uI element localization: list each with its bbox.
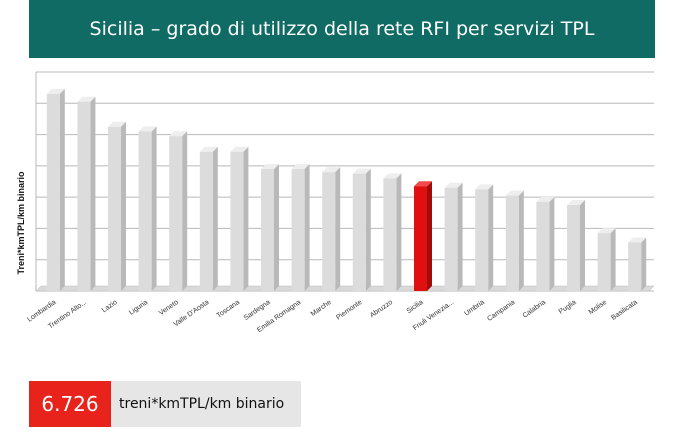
bar-sicilia: [414, 181, 432, 291]
kpi-box: 6.726 treni*kmTPL/km binario: [29, 381, 301, 427]
category-label: Piemonte: [335, 299, 363, 322]
bar-abruzzo: [383, 173, 402, 291]
chart-title: Sicilia – grado di utilizzo della rete R…: [89, 18, 595, 40]
category-label: Marche: [310, 299, 333, 318]
bar-emilia-romagna: [291, 163, 310, 291]
bar-marche: [322, 167, 341, 291]
bar-veneto: [169, 131, 188, 291]
bar-sardegna: [261, 163, 279, 291]
kpi-value: 6.726: [29, 381, 111, 427]
chart-floor: [35, 285, 655, 292]
category-label: Basilicata: [610, 299, 639, 322]
bar-calabria: [536, 196, 555, 291]
gridlines: [35, 71, 655, 292]
bar-lazio: [108, 121, 126, 291]
bar-piemonte: [352, 168, 371, 291]
bar-umbria: [475, 184, 494, 291]
category-label: Campania: [486, 299, 516, 323]
category-label: Molise: [588, 299, 609, 316]
category-label: Umbria: [463, 299, 486, 318]
category-label: Calabria: [522, 299, 547, 320]
category-label: Abruzzo: [369, 299, 394, 320]
bars: [46, 88, 647, 292]
bar-puglia: [567, 199, 585, 291]
bar-chart: Lombardia Trentino Alto... Lazio Liguria Ven…: [0, 58, 674, 378]
category-label: Sardegna: [243, 299, 272, 322]
bar-valle-d-aosta: [199, 146, 218, 291]
kpi-unit: treni*kmTPL/km binario: [111, 381, 301, 427]
bar-toscana: [230, 146, 249, 291]
bar-basilicata: [628, 237, 647, 291]
bar-lombardia: [46, 88, 65, 292]
category-label: Liguria: [128, 299, 149, 317]
bar-trentino-alto: [77, 96, 96, 291]
category-label: Toscana: [216, 299, 241, 320]
category-label: Puglia: [558, 299, 578, 316]
bar-friuli-venezia: [444, 182, 463, 291]
chart-title-banner: Sicilia – grado di utilizzo della rete R…: [29, 0, 655, 58]
category-label: Sicilia: [406, 299, 425, 315]
category-label: Veneto: [158, 299, 180, 317]
category-label: Lazio: [101, 299, 119, 314]
y-axis-label: Treni*kmTPL/km binario: [16, 171, 26, 275]
bar-liguria: [138, 126, 157, 291]
bar-molise: [597, 228, 616, 291]
bar-campania: [505, 190, 524, 291]
